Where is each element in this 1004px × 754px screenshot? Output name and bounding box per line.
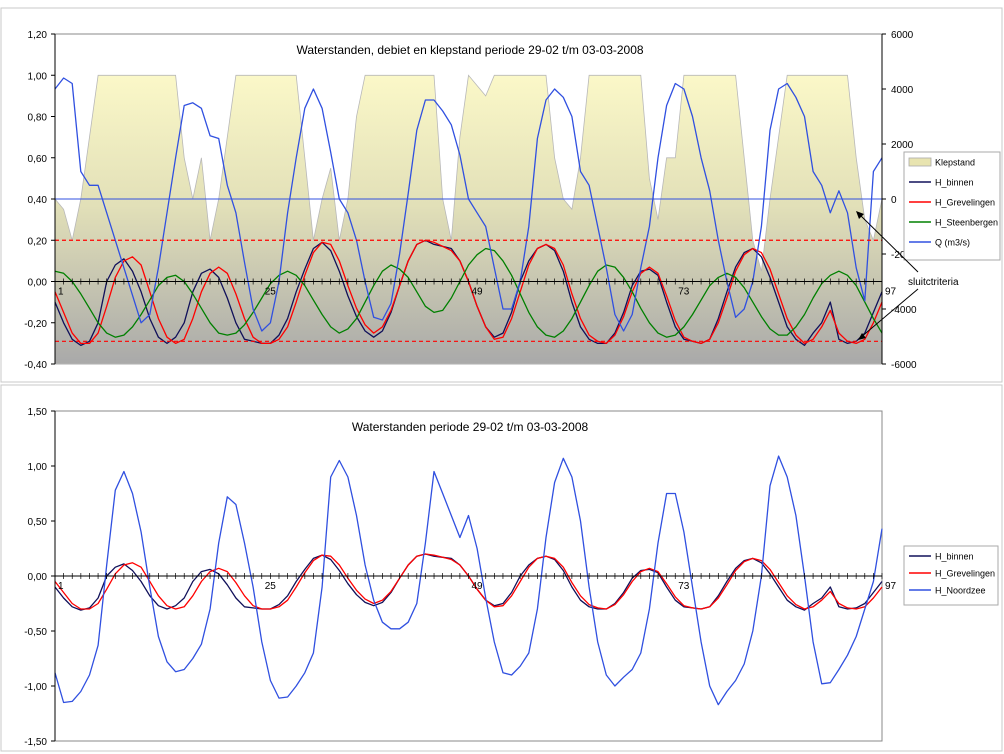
series-line-h-steenbergen xyxy=(54,247,883,338)
annotation-arrowhead-lower xyxy=(858,333,866,340)
x-tick-label: 97 xyxy=(885,581,897,592)
x-tick-label: 25 xyxy=(265,287,277,298)
y-tick-label: 1,00 xyxy=(28,462,48,473)
annotation-arrowhead-upper xyxy=(856,211,864,219)
chart-bottom-frame xyxy=(0,384,1003,752)
x-tick-label: 1 xyxy=(58,287,64,298)
x-tick-label: 73 xyxy=(678,581,690,592)
chart-top-plot-area: 1 25 49 73 97 1,20 1,00 0,80 0,60 0,40 0,20 0,00 -0,… xyxy=(24,30,917,371)
legend-label: H_binnen xyxy=(935,552,974,562)
y-tick-label: 1,20 xyxy=(28,30,48,41)
chart-bottom-plot-area: 1 25 49 73 97 1,50 1,00 0,50 0,00 -0,50 -1,00 -1,50 xyxy=(24,407,896,748)
y2-tick-label: 2000 xyxy=(891,140,914,151)
annotation-arrow-lower xyxy=(859,288,919,339)
chart-top-legend: Klepstand H_binnen H_Grevelingen H_Steenber… xyxy=(903,151,1001,261)
y-tick-label: 0,50 xyxy=(28,517,48,528)
x-tick-label: 49 xyxy=(472,287,484,298)
y-tick-label: -0,40 xyxy=(24,360,47,371)
x-tick-label: 73 xyxy=(678,287,690,298)
y-tick-label: 1,50 xyxy=(28,407,48,418)
series-line-h-noordzee xyxy=(54,455,883,706)
y-tick-label: -1,50 xyxy=(24,737,47,748)
legend-label: Klepstand xyxy=(935,158,975,168)
legend-label: Q (m3/s) xyxy=(935,238,970,248)
y-tick-label: 0,60 xyxy=(28,154,48,165)
legend-label: H_Noordzee xyxy=(935,586,986,596)
chart-top: Waterstanden, debiet en klepstand period… xyxy=(0,7,1003,383)
legend-swatch-klepstand xyxy=(908,157,932,167)
x-tick-label: 49 xyxy=(472,581,484,592)
y-tick-label: 0,00 xyxy=(28,278,48,289)
x-tick-label: 97 xyxy=(885,287,897,298)
y2-tick-label: -4000 xyxy=(891,305,917,316)
y2-tick-label: 0 xyxy=(891,195,897,206)
y-tick-label: 0,00 xyxy=(28,572,48,583)
y2-tick-label: 4000 xyxy=(891,85,914,96)
y-tick-label: -1,00 xyxy=(24,682,47,693)
legend-label: H_Steenbergen xyxy=(935,218,998,228)
annotation-label: sluitctriteria xyxy=(908,277,959,288)
y2-tick-label: 6000 xyxy=(891,30,914,41)
y-tick-label: 0,80 xyxy=(28,113,48,124)
y-tick-label: -0,20 xyxy=(24,319,47,330)
chart-bottom: Waterstanden periode 29-02 t/m 03-03-200… xyxy=(0,384,1003,752)
y-tick-label: -0,50 xyxy=(24,627,47,638)
x-tick-label: 1 xyxy=(58,581,64,592)
x-tick-label: 25 xyxy=(265,581,277,592)
annotation-arrow-upper xyxy=(857,212,919,273)
y-tick-label: 0,20 xyxy=(28,236,48,247)
legend-box xyxy=(903,151,1001,261)
chart-bottom-legend: H_binnen H_Grevelingen H_Noordzee xyxy=(903,545,999,606)
y-tick-label: 1,00 xyxy=(28,71,48,82)
legend-label: H_binnen xyxy=(935,178,974,188)
chart-top-title: Waterstanden, debiet en klepstand period… xyxy=(296,43,643,57)
legend-label: H_Grevelingen xyxy=(935,569,995,579)
y-tick-label: 0,40 xyxy=(28,195,48,206)
chart-bottom-title: Waterstanden periode 29-02 t/m 03-03-200… xyxy=(352,420,589,434)
y2-tick-label: -6000 xyxy=(891,360,917,371)
legend-label: H_Grevelingen xyxy=(935,198,995,208)
annotation-sluitcriteria: sluitctriteria xyxy=(856,211,959,340)
